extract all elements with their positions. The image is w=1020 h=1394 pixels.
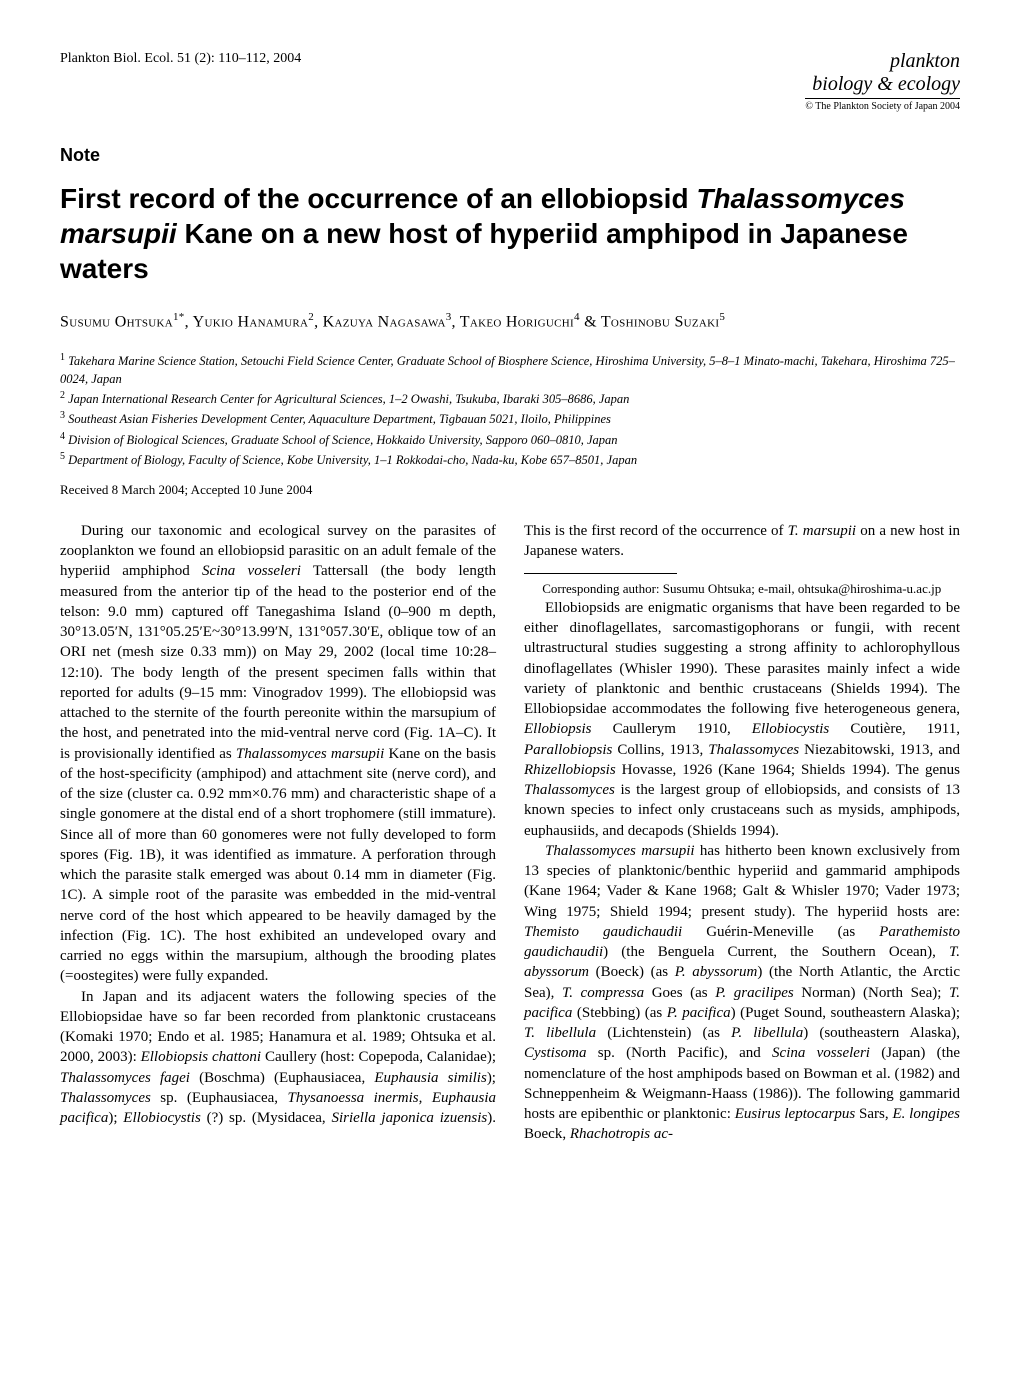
page-header: Plankton Biol. Ecol. 51 (2): 110–112, 20… [60, 50, 960, 113]
affiliation-line: 5 Department of Biology, Faculty of Scie… [60, 450, 960, 469]
received-dates: Received 8 March 2004; Accepted 10 June … [60, 481, 960, 499]
affiliation-line: 1 Takehara Marine Science Station, Setou… [60, 351, 960, 388]
author-list: Susumu Ohtsuka1*, Yukio Hanamura2, Kazuy… [60, 310, 960, 333]
body-paragraph: During our taxonomic and ecological surv… [60, 521, 496, 987]
body-paragraph: Thalassomyces marsupii has hitherto been… [524, 841, 960, 1145]
title-part1: First record of the occurrence of an ell… [60, 183, 696, 214]
article-title: First record of the occurrence of an ell… [60, 181, 960, 286]
footnote-separator [524, 573, 677, 574]
journal-reference: Plankton Biol. Ecol. 51 (2): 110–112, 20… [60, 50, 301, 69]
affiliations-list: 1 Takehara Marine Science Station, Setou… [60, 351, 960, 470]
journal-name-line1: plankton [805, 50, 960, 73]
body-paragraph: Ellobiopsids are enigmatic organisms tha… [524, 598, 960, 841]
journal-copyright: © The Plankton Society of Japan 2004 [805, 98, 960, 113]
title-part2: Kane on a new host of hyperiid amphipod … [60, 218, 908, 284]
body-columns: During our taxonomic and ecological surv… [60, 521, 960, 1145]
article-type-label: Note [60, 143, 960, 167]
affiliation-line: 4 Division of Biological Sciences, Gradu… [60, 430, 960, 449]
corresponding-author-footnote: Corresponding author: Susumu Ohtsuka; e-… [524, 580, 960, 598]
journal-branding: plankton biology & ecology © The Plankto… [805, 50, 960, 113]
journal-name-line2: biology & ecology [805, 73, 960, 96]
affiliation-line: 3 Southeast Asian Fisheries Development … [60, 409, 960, 428]
affiliation-line: 2 Japan International Research Center fo… [60, 389, 960, 408]
